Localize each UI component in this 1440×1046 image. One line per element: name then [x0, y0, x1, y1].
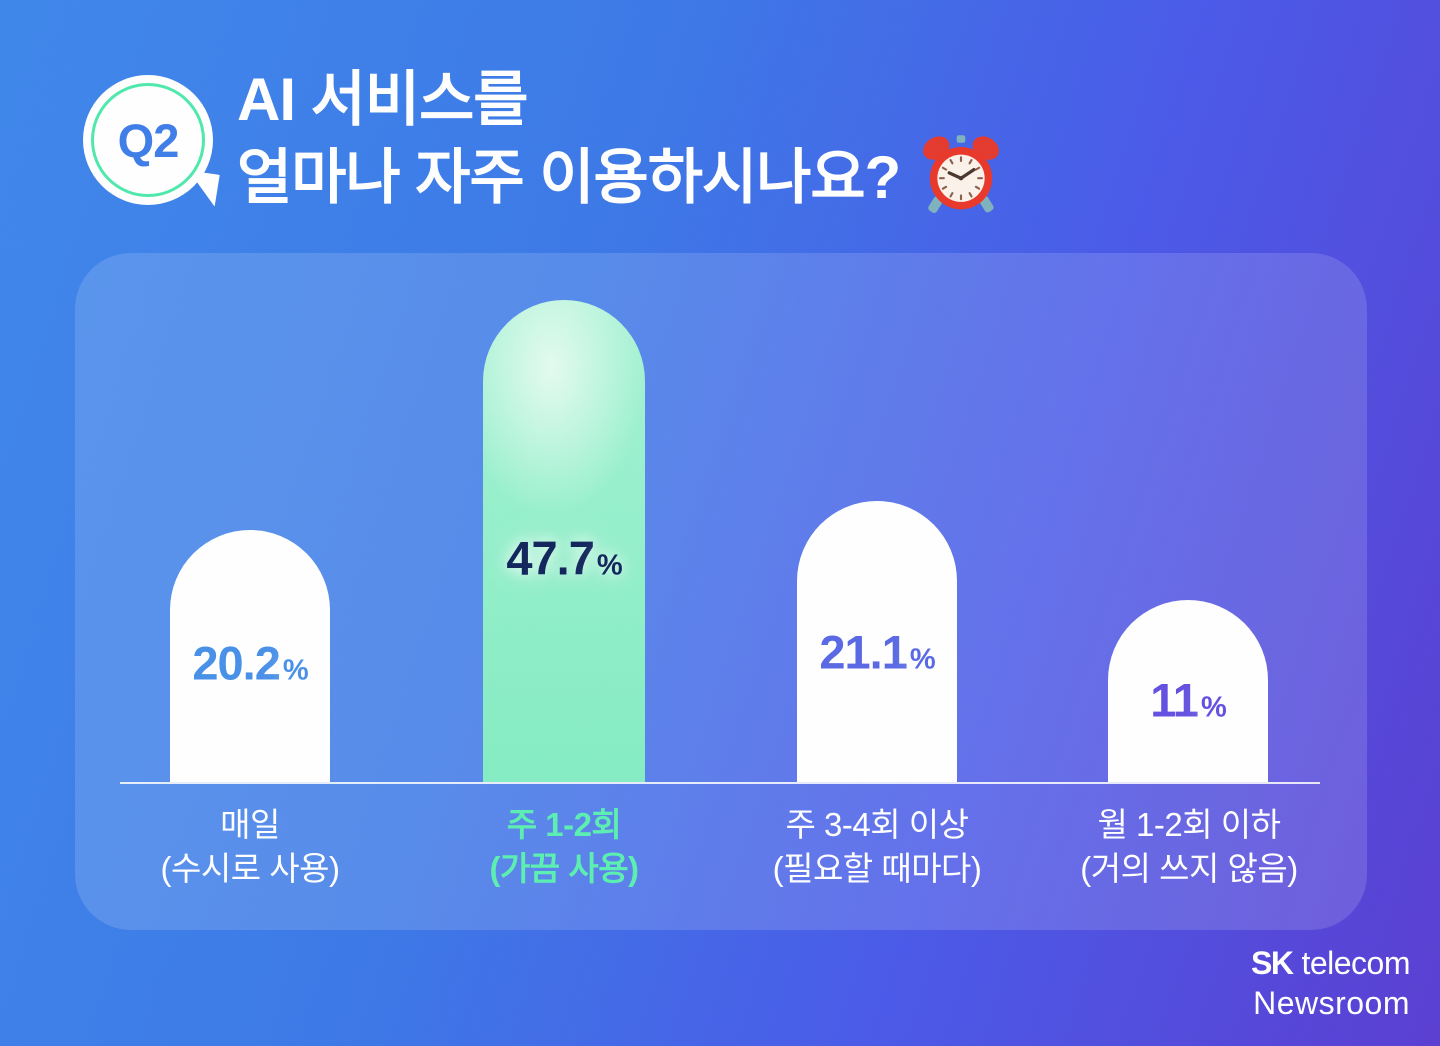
bar-weekly-3-4: 21.1%	[797, 501, 957, 782]
bar-weekly-3-4-value: 21.1%	[819, 625, 936, 679]
sk-wordmark: SK	[1251, 944, 1294, 981]
brand-line-2: Newsroom	[1253, 985, 1410, 1021]
bar-monthly-1-2: 11%	[1108, 600, 1268, 782]
title-line-1: AI 서비스를	[237, 66, 528, 133]
question-badge: Q2	[83, 75, 213, 205]
title-line-2: 얼마나 자주 이용하시나요?	[237, 143, 901, 211]
percent-sign: %	[596, 549, 623, 582]
x-axis-line	[120, 782, 1320, 784]
bar-weekly-1-2-highlighted: 47.7%	[483, 300, 645, 782]
percent-sign: %	[1200, 691, 1227, 724]
bar-weekly-1-2-value: 47.7%	[506, 531, 623, 585]
sk-telecom-newsroom-logo: SK telecom Newsroom	[1251, 944, 1410, 1022]
badge-label: Q2	[117, 113, 180, 167]
bar-daily: 20.2%	[170, 530, 330, 782]
percent-sign: %	[282, 654, 309, 687]
bar-monthly-1-2-value: 11%	[1150, 673, 1227, 727]
category-label-daily: 매일 (수시로 사용)	[160, 806, 340, 887]
chart-panel: 20.2% 47.7% 21.1% 11% 매일 (수시로 사용) 주 1-2회…	[75, 253, 1367, 930]
alarm-clock-icon	[923, 134, 1000, 213]
page-title: AI 서비스를 얼마나 자주 이용하시나요?	[237, 62, 1004, 218]
category-label-monthly-1-2: 월 1-2회 이하 (거의 쓰지 않음)	[1080, 806, 1298, 887]
category-label-weekly-1-2: 주 1-2회 (가끔 사용)	[489, 806, 639, 887]
category-label-weekly-3-4: 주 3-4회 이상 (필요할 때마다)	[772, 806, 982, 887]
percent-sign: %	[909, 643, 936, 676]
brand-line-1: SK telecom	[1251, 944, 1410, 981]
bar-daily-value: 20.2%	[192, 636, 309, 690]
